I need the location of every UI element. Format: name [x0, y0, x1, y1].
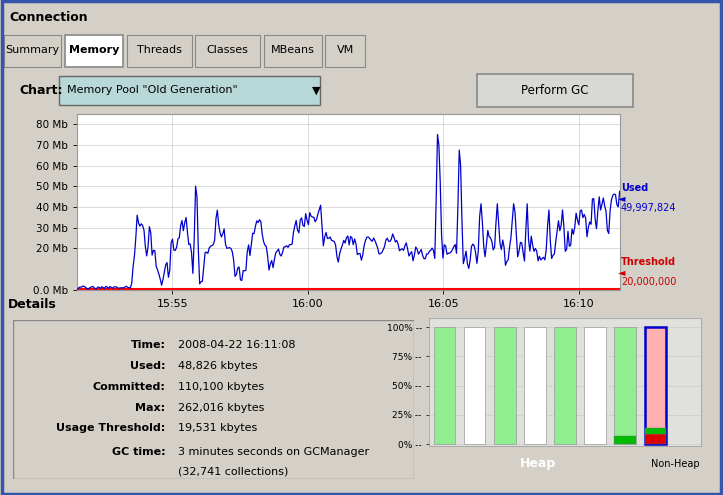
Text: 262,016 kbytes: 262,016 kbytes [178, 402, 264, 413]
Bar [325, 35, 365, 67]
Text: Used:: Used: [130, 361, 166, 371]
Text: Details: Details [8, 297, 56, 311]
Text: Perform GC: Perform GC [521, 84, 589, 97]
Text: 110,100 kbytes: 110,100 kbytes [178, 382, 264, 392]
Text: GC time:: GC time: [112, 447, 166, 457]
Text: 19,531 kbytes: 19,531 kbytes [178, 423, 257, 434]
Text: VM: VM [337, 45, 354, 55]
Text: 3 minutes seconds on GCManager: 3 minutes seconds on GCManager [178, 447, 369, 457]
Bar [645, 327, 666, 444]
Bar [554, 327, 576, 444]
Text: ▼: ▼ [312, 85, 321, 96]
Text: Threads: Threads [137, 45, 181, 55]
Text: 20,000,000: 20,000,000 [621, 277, 677, 287]
Text: Threshold: Threshold [621, 257, 676, 267]
Text: 49,997,824: 49,997,824 [621, 203, 677, 213]
Text: ◄: ◄ [618, 193, 625, 203]
Text: Max:: Max: [135, 402, 166, 413]
Bar [59, 76, 320, 105]
Bar [127, 35, 192, 67]
Text: Classes: Classes [207, 45, 249, 55]
Bar [65, 35, 123, 67]
Bar [584, 327, 606, 444]
Text: 48,826 kbytes: 48,826 kbytes [178, 361, 257, 371]
Text: Memory: Memory [69, 45, 119, 55]
Text: Committed:: Committed: [93, 382, 166, 392]
Bar [464, 327, 486, 444]
Text: Used: Used [621, 183, 649, 193]
Text: (32,741 collections): (32,741 collections) [178, 466, 288, 476]
Bar [4, 35, 61, 67]
Text: Usage Threshold:: Usage Threshold: [56, 423, 166, 434]
Text: Time:: Time: [130, 341, 166, 350]
Bar [264, 35, 322, 67]
Bar [434, 327, 455, 444]
Text: Heap: Heap [520, 457, 556, 470]
Text: Chart:: Chart: [20, 84, 63, 97]
Bar [494, 327, 515, 444]
Text: Non-Heap: Non-Heap [651, 459, 700, 469]
Bar [645, 428, 666, 434]
Text: MBeans: MBeans [271, 45, 315, 55]
Bar [615, 327, 636, 444]
Text: 2008-04-22 16:11:08: 2008-04-22 16:11:08 [178, 341, 295, 350]
Bar [524, 327, 546, 444]
Text: Summary: Summary [6, 45, 59, 55]
Text: Connection: Connection [9, 11, 88, 24]
Bar [477, 74, 633, 107]
Bar [645, 434, 666, 444]
Text: ◄: ◄ [618, 267, 625, 277]
Bar [195, 35, 260, 67]
Text: Memory Pool "Old Generation": Memory Pool "Old Generation" [67, 85, 238, 96]
Bar [615, 436, 636, 444]
